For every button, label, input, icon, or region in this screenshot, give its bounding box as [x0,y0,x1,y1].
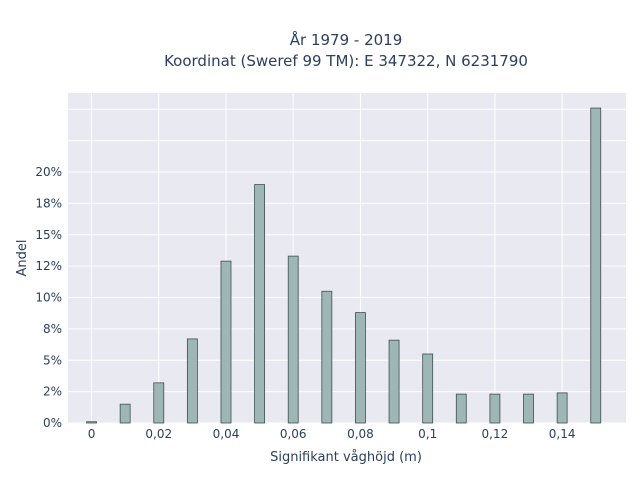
bar-9 [388,339,400,424]
y-tick-label-2: 5% [43,353,62,367]
x-tick-label-7: 0,14 [549,427,576,441]
bar-14 [556,392,568,424]
bar-15 [590,107,602,424]
x-tick-label-0: 0 [88,427,96,441]
y-tick-label-3: 8% [43,322,62,336]
bar-11 [455,393,467,424]
x-tick-label-5: 0,1 [418,427,437,441]
bar-12 [489,393,501,424]
bar-3 [186,338,198,424]
y-tick-label-6: 15% [35,228,62,242]
bar-1 [119,403,131,424]
plot-area [68,93,626,423]
bar-10 [422,353,434,424]
x-tick-label-2: 0,04 [213,427,240,441]
bar-4 [220,260,232,424]
bar-8 [355,312,366,424]
x-axis-ticks: 0 0,02 0,04 0,06 0,08 0,1 0,12 0,14 [88,427,576,441]
y-axis-ticks: 0% 2% 5% 8% 10% 12% 15% 18% 20% [35,165,62,430]
bars [86,107,602,424]
bar-7 [321,290,333,424]
y-tick-label-7: 18% [35,196,62,210]
y-tick-label-1: 2% [43,385,62,399]
x-tick-label-3: 0,06 [280,427,307,441]
y-tick-label-0: 0% [43,416,62,430]
y-tick-label-8: 20% [35,165,62,179]
bar-5 [254,184,266,424]
x-tick-label-6: 0,12 [482,427,509,441]
y-tick-label-5: 12% [35,259,62,273]
x-axis-title: Signifikant våghöjd (m) [270,450,422,465]
bar-0 [86,421,97,424]
chart-title-line-1: År 1979 - 2019 [290,30,403,49]
bar-6 [287,255,299,424]
bar-2 [153,382,165,424]
x-tick-label-4: 0,08 [347,427,374,441]
y-tick-label-4: 10% [35,291,62,305]
bar-13 [523,393,534,424]
chart-title-line-2: Koordinat (Sweref 99 TM): E 347322, N 62… [164,52,528,70]
x-tick-label-1: 0,02 [145,427,172,441]
y-axis-title: Andel [15,240,30,277]
